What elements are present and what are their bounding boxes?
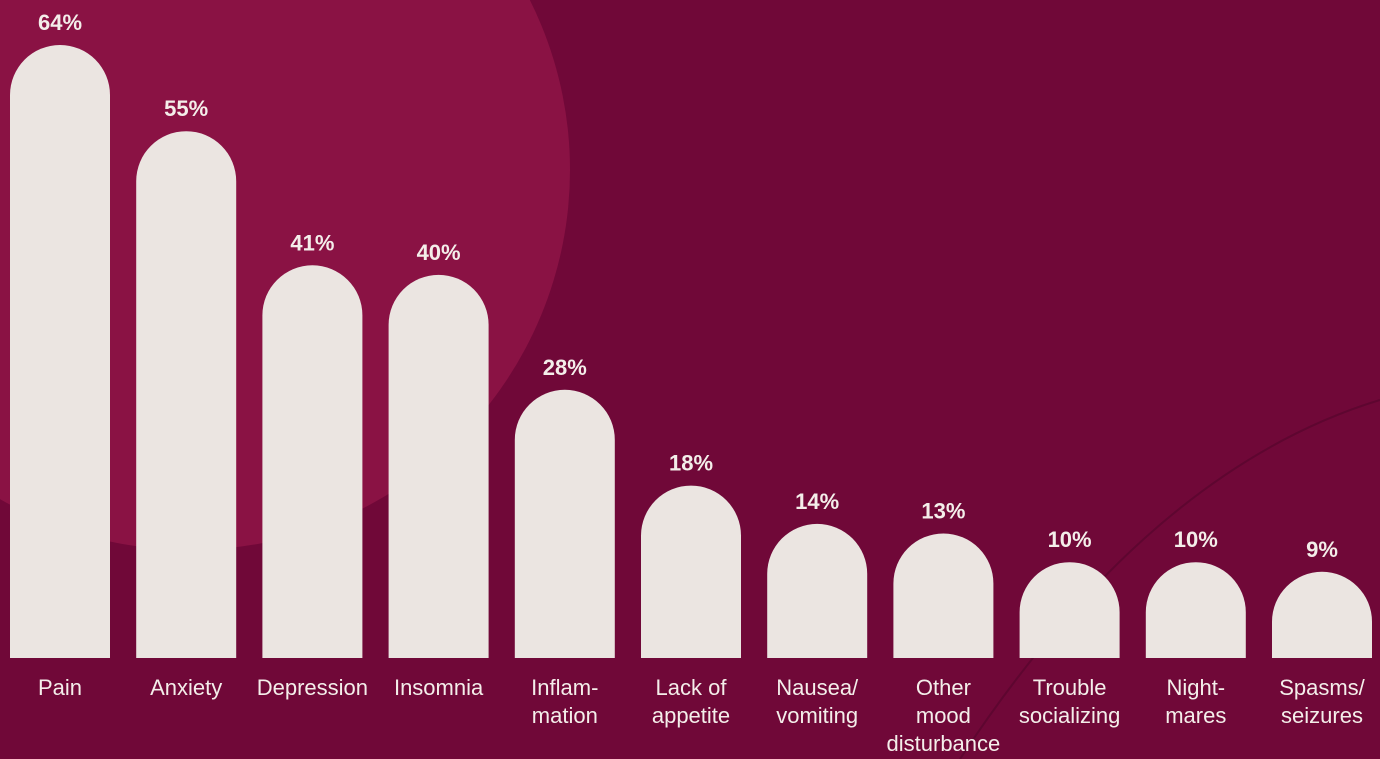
bar [388, 274, 489, 658]
bar [1272, 571, 1372, 658]
bar [262, 265, 363, 658]
category-label-line: Insomnia [394, 675, 484, 700]
category-label: Night-mares [1165, 675, 1226, 728]
category-label-line: Inflam- [531, 675, 598, 700]
category-label-line: mares [1165, 703, 1226, 728]
value-labels-group: 64% 55% 41% 40% 28% 18% 14% 13% 10% 10% 9% [38, 10, 1338, 562]
value-label: 13% [921, 498, 965, 523]
category-label-line: disturbance [887, 731, 1001, 756]
bar [641, 485, 741, 658]
background-arc [959, 399, 1380, 759]
bar [10, 45, 110, 658]
value-label: 41% [290, 230, 334, 255]
bar [1019, 562, 1120, 658]
category-label-line: Depression [257, 675, 368, 700]
value-label: 40% [417, 240, 461, 265]
category-label-line: mood [916, 703, 971, 728]
category-label-line: seizures [1281, 703, 1363, 728]
category-label: Nausea/vomiting [776, 675, 859, 728]
category-label: Depression [257, 675, 368, 700]
bar [893, 533, 994, 658]
bar [136, 131, 237, 658]
value-label: 14% [795, 489, 839, 514]
category-label: Trouble socializing [1019, 675, 1121, 728]
category-label-line: vomiting [776, 703, 858, 728]
category-label-line: Other [916, 675, 971, 700]
category-label-line: socializing [1019, 703, 1121, 728]
value-label: 10% [1048, 527, 1092, 552]
category-label-line: Trouble [1033, 675, 1107, 700]
category-label: Pain [38, 675, 82, 700]
category-label: Insomnia [394, 675, 484, 700]
category-label-line: Spasms/ [1279, 675, 1365, 700]
category-label: Inflam-mation [531, 675, 598, 728]
bar [1145, 562, 1246, 658]
value-label: 28% [543, 355, 587, 380]
category-label-line: Lack of [656, 675, 728, 700]
category-label-line: Pain [38, 675, 82, 700]
value-label: 55% [164, 96, 208, 121]
category-label-line: Nausea/ [776, 675, 859, 700]
bars-group [10, 45, 1372, 658]
category-label-line: mation [532, 703, 598, 728]
value-label: 64% [38, 10, 82, 35]
category-label-line: appetite [652, 703, 730, 728]
bar [767, 523, 868, 658]
category-label-line: Anxiety [150, 675, 222, 700]
category-label: Other mood disturbance [887, 675, 1001, 756]
bar [514, 389, 615, 658]
category-label: Spasms/seizures [1279, 675, 1365, 728]
value-label: 9% [1306, 537, 1338, 562]
category-label: Anxiety [150, 675, 222, 700]
value-label: 18% [669, 451, 713, 476]
value-label: 10% [1174, 527, 1218, 552]
category-label-line: Night- [1166, 675, 1225, 700]
category-label: Lack of appetite [652, 675, 730, 728]
category-labels-group: Pain Anxiety Depression Insomnia Inflam-mati… [38, 675, 1366, 756]
